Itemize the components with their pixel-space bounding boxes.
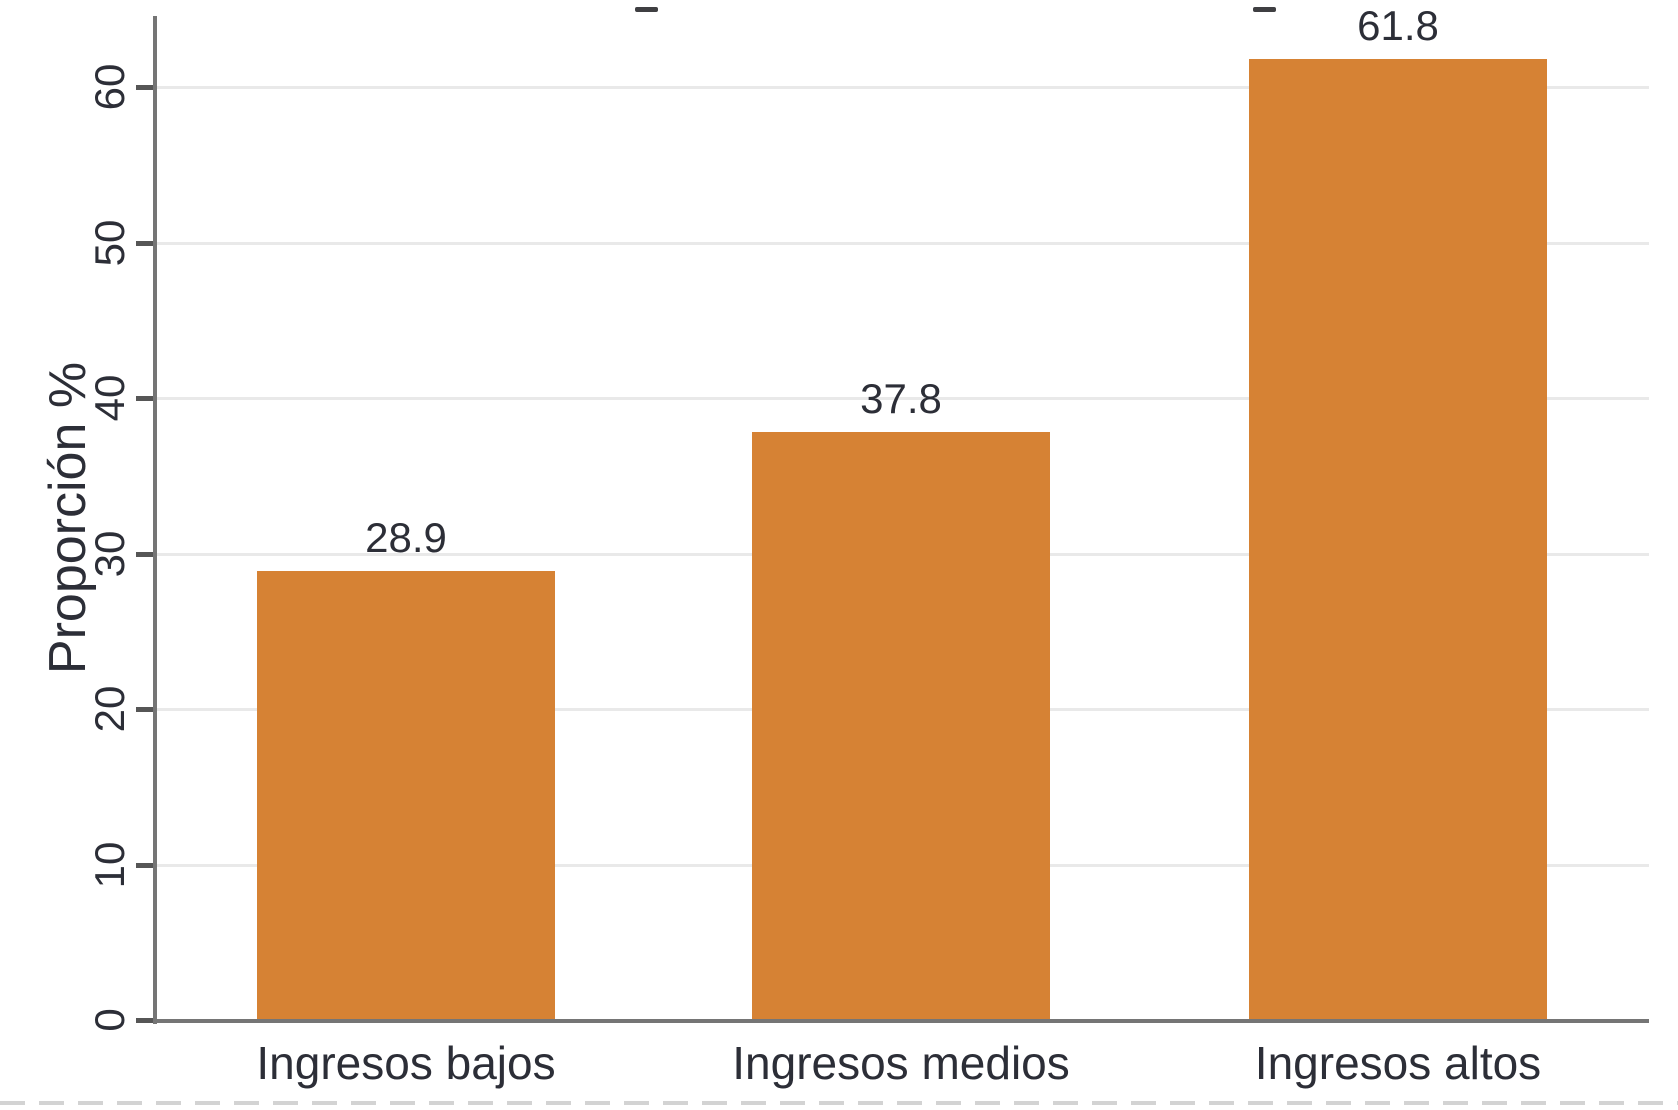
y-axis-tick [136,396,153,401]
y-axis-tick [136,707,153,712]
cropped-title-remnant-mark [1253,7,1276,12]
x-category-label: Ingresos bajos [256,1037,556,1089]
x-axis-line [153,1019,1649,1023]
gridline [153,241,1649,245]
y-axis-tick [136,85,153,90]
y-tick-label: 10 [86,841,133,888]
y-tick-label: 50 [86,219,133,266]
y-axis-title: Proporción % [39,361,97,675]
y-axis-tick [136,240,153,246]
bar-value-label: 61.8 [1357,2,1439,49]
bar-value-label: 28.9 [365,514,447,561]
bar [257,571,555,1020]
bar-value-label: 37.8 [860,375,942,422]
gridline [153,397,1649,400]
y-axis-tick [136,551,153,557]
bar [1249,59,1547,1020]
gridline [153,86,1649,89]
y-tick-label: 0 [86,1008,133,1032]
bar [752,432,1050,1020]
cropped-title-remnant-mark [635,7,658,12]
y-axis-tick [136,862,153,868]
y-tick-label: 20 [86,685,133,733]
y-axis-line [153,16,157,1024]
y-tick-label: 60 [86,63,133,111]
y-axis-tick [136,1018,153,1023]
bottom-border-artifact [0,1101,1678,1105]
x-category-label: Ingresos altos [1254,1037,1542,1089]
x-category-label: Ingresos medios [732,1037,1070,1089]
